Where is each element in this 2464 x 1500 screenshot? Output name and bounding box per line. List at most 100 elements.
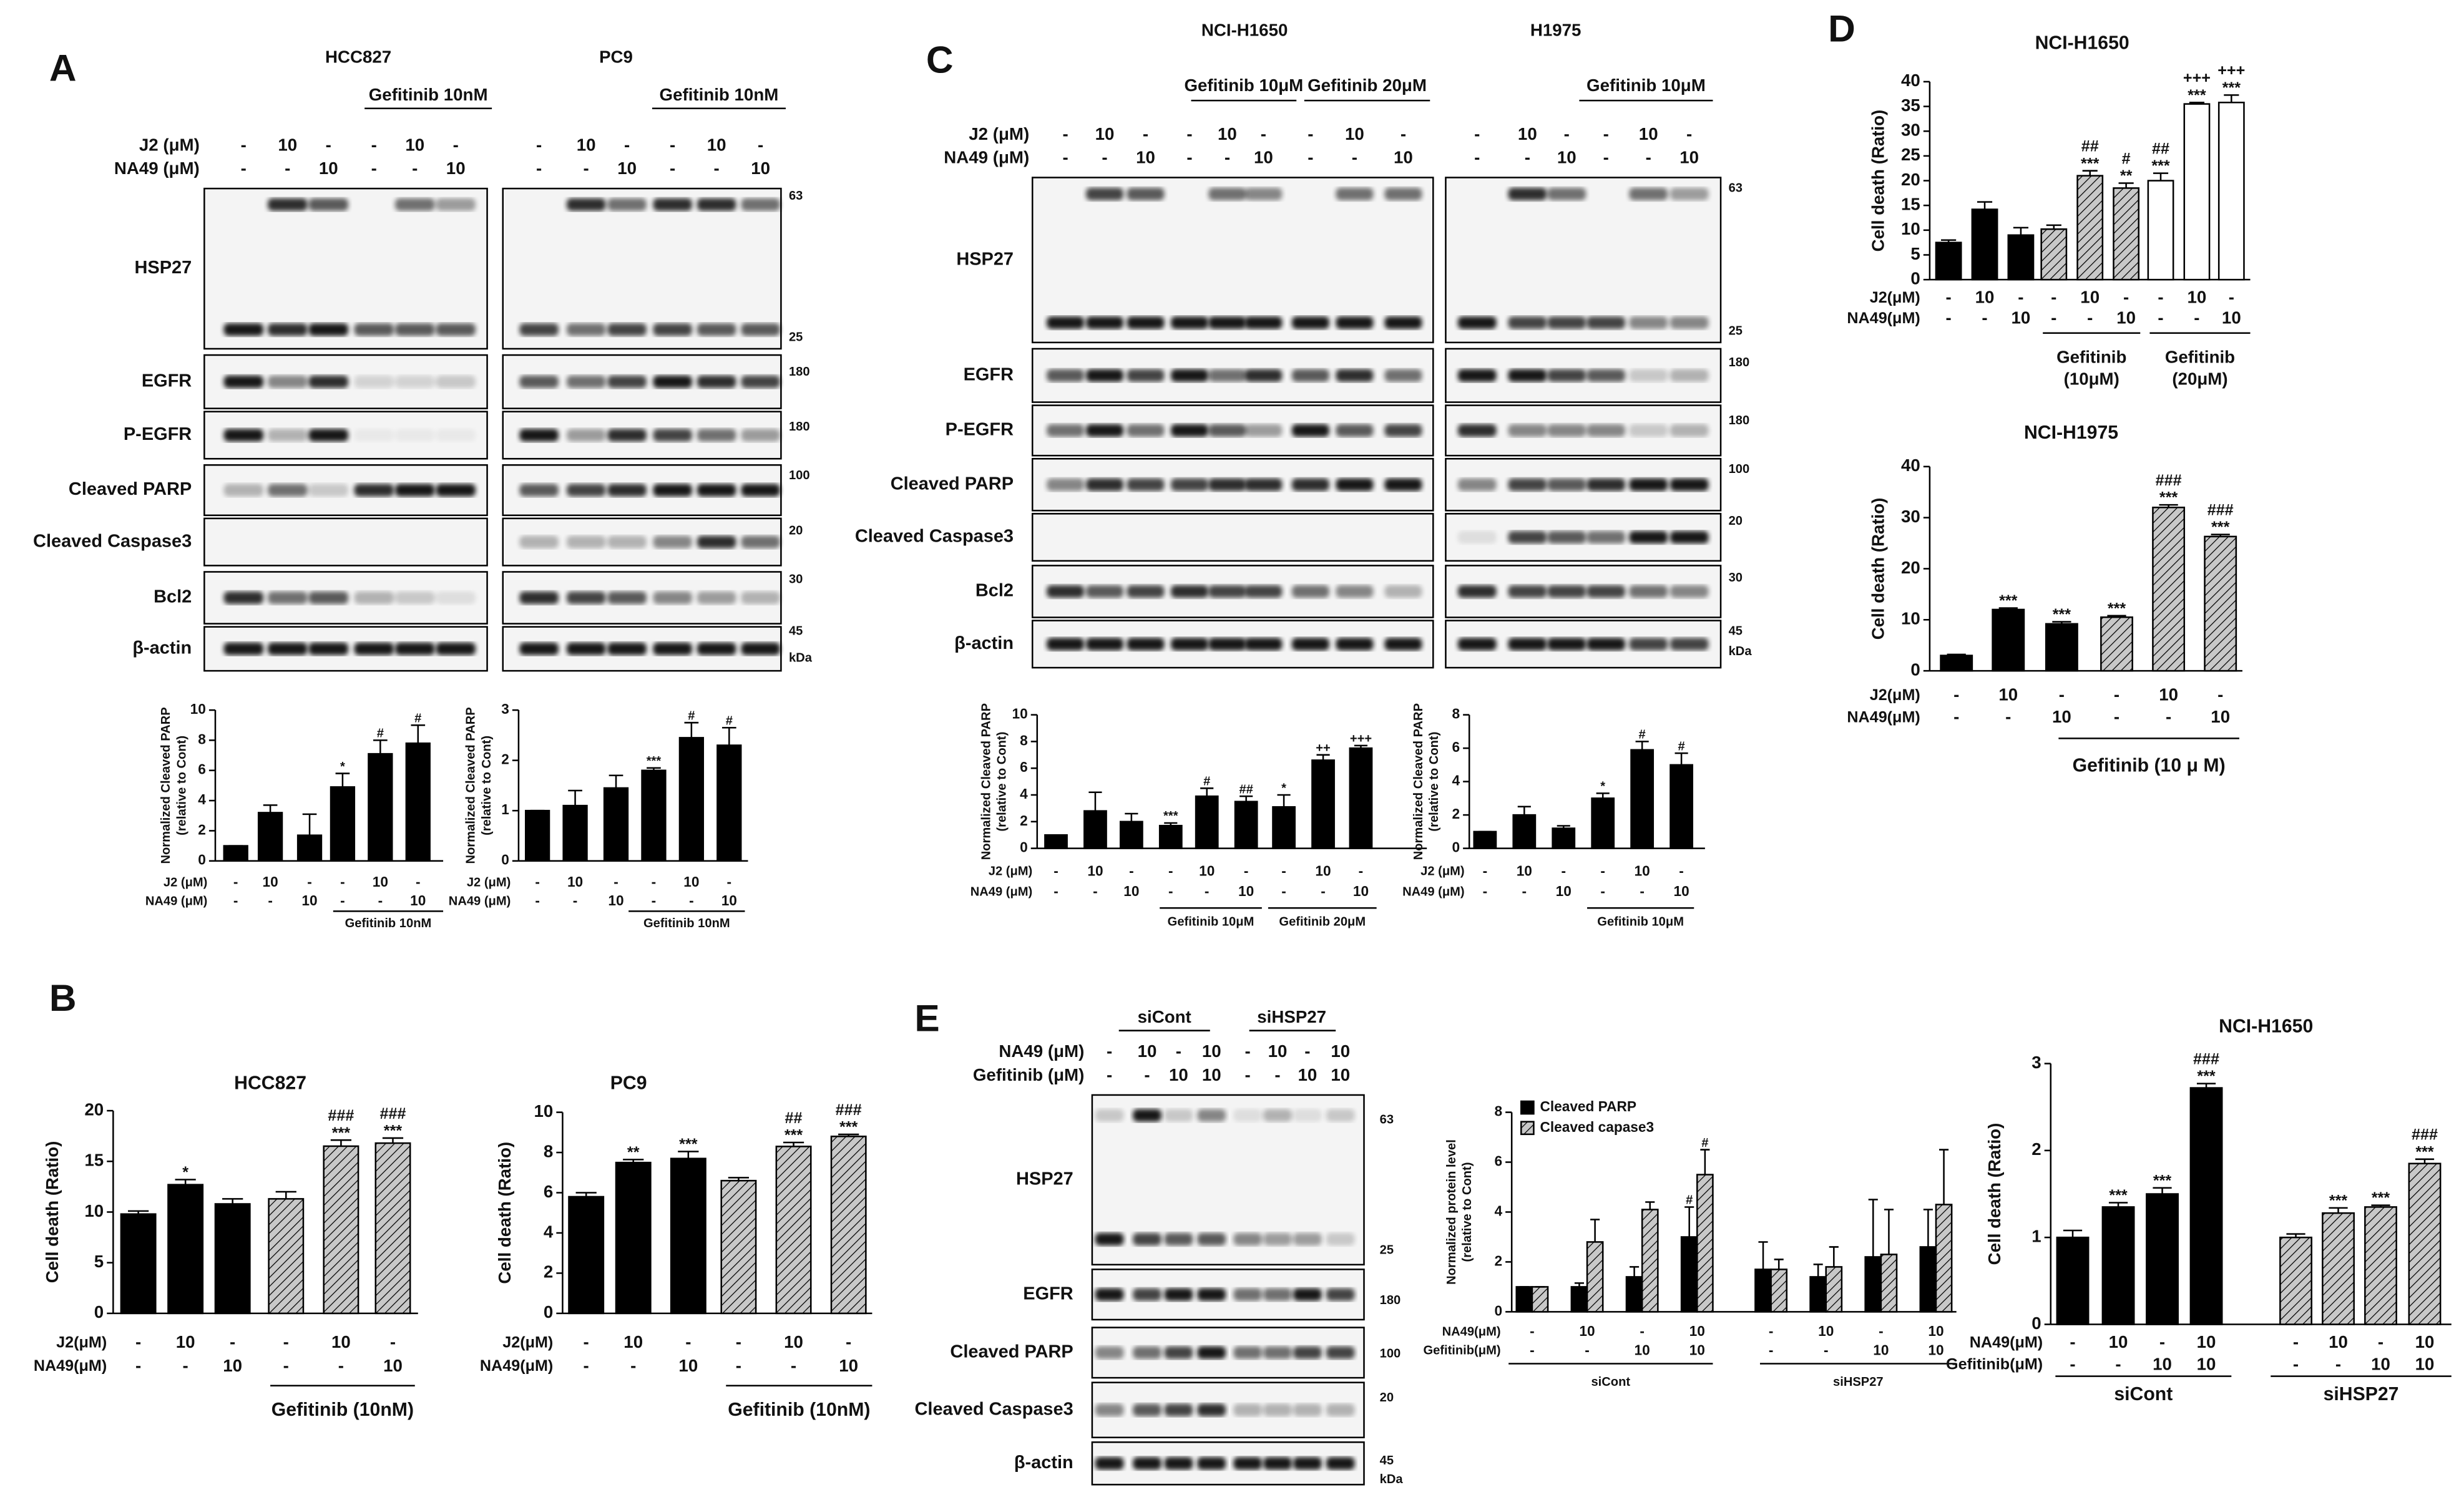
significance-mark: +++ [2183,69,2211,87]
band [519,591,559,605]
band [1086,369,1124,382]
error-bar [1829,1246,1839,1267]
band [268,642,308,655]
significance-mark: ++ [1316,741,1331,755]
condition-value: 10 [2222,308,2241,327]
band [1547,369,1586,382]
condition-value: - [1561,862,1566,879]
marker-label: 20 [789,524,803,537]
marker-label: 25 [789,331,803,344]
band [1164,1346,1193,1359]
condition-value: 10 [2197,1354,2216,1373]
condition-value: - [535,874,540,890]
error-bar [2082,170,2098,176]
band [308,375,348,388]
condition-value: - [241,158,247,178]
blot-header: siHSP27 [1257,1007,1326,1026]
condition-value: - [1244,862,1249,879]
condition-value: - [371,158,377,178]
band [223,375,264,388]
condition-value: - [390,1332,396,1351]
protein-label: HSP27 [1016,1169,1073,1189]
band [1127,369,1165,382]
condition-value: - [1953,707,1959,726]
y-tick-label: 0 [544,1302,553,1322]
band [436,198,476,211]
y-axis-label: Normalized Cleaved PARP [464,707,478,864]
condition-value: - [1603,124,1609,144]
band [1244,478,1283,491]
bar [1641,1209,1659,1313]
band [1293,1346,1322,1359]
error-bar [2189,101,2205,104]
condition-value: 10 [1818,1323,1834,1339]
band [354,429,394,442]
significance-mark: * [1281,781,1286,795]
bar [1586,1241,1604,1313]
chart-title: PC9 [610,1073,647,1093]
condition-value: 10 [1873,1342,1889,1358]
condition-value: - [624,135,630,154]
error-bar [275,1191,296,1199]
protein-label: β-actin [954,633,1014,653]
condition-value: - [1679,862,1684,879]
condition-value: 10 [2052,707,2071,726]
blot-header: PC9 [599,47,633,66]
band [1291,478,1329,491]
condition-value: 10 [2211,707,2230,726]
condition-value: - [1686,124,1692,144]
band [1208,187,1246,201]
significance-mark: ### [380,1105,406,1123]
blot-frame [203,187,488,350]
band [1586,369,1626,382]
significance-mark: *** [1999,592,2018,610]
condition-value: 10 [577,135,596,154]
band [653,198,692,211]
band [1263,1346,1292,1359]
band [1047,478,1085,491]
bar [1272,806,1296,849]
treatment-label: Gefitinib 10nM [660,85,779,104]
condition-value: - [2293,1332,2299,1351]
condition-value: - [1603,148,1609,167]
error-bar [728,1177,750,1181]
condition-value: - [584,1356,589,1375]
error-bar [2046,224,2061,230]
condition-value: - [1062,148,1068,167]
condition-value: - [536,158,542,178]
significance-mark: *** [332,1124,351,1142]
protein-label: Cleaved PARP [69,479,192,499]
condition-label: Gefitinib(μM) [1423,1344,1500,1358]
band [268,198,308,211]
band [1171,424,1208,437]
bar [2101,1206,2135,1325]
band [1197,1109,1226,1122]
y-axis-label: (relative to Cont) [995,732,1009,832]
condition-value: - [283,1332,289,1351]
band [566,375,606,388]
condition-value: - [1274,1065,1280,1084]
condition-label: NA49(μM) [34,1357,107,1375]
band [1095,1457,1124,1470]
marker-label: 25 [1729,324,1743,338]
condition-value: - [670,158,675,178]
bar [257,812,283,862]
band [1233,1403,1263,1416]
condition-value: - [1205,883,1210,899]
band [354,484,394,497]
legend-label: Cleaved capase3 [1540,1119,1654,1135]
condition-value: - [670,135,675,154]
band [1233,1109,1263,1122]
condition-value: - [2229,288,2234,307]
blot-frame [1031,177,1434,344]
band [308,642,348,655]
error-bar [330,1139,352,1146]
significance-mark: ## [1239,782,1253,796]
condition-value: - [1062,124,1068,144]
condition-value: - [1474,148,1480,167]
band [395,375,435,388]
condition-value: - [2051,288,2056,307]
bracket-label: Gefitinib 10nM [643,917,730,930]
y-tick-label: 20 [84,1099,104,1119]
y-tick-label: 6 [198,761,206,777]
